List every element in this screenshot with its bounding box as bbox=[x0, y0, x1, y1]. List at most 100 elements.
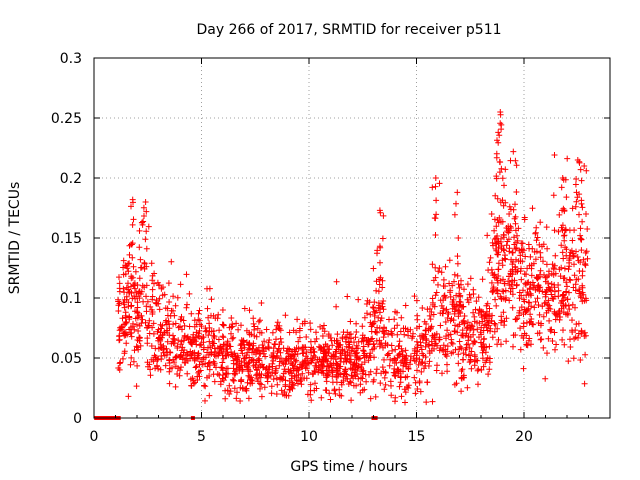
data-point bbox=[516, 295, 523, 302]
data-point bbox=[226, 391, 233, 397]
data-point bbox=[307, 326, 314, 333]
data-point bbox=[312, 362, 319, 369]
data-point bbox=[440, 305, 447, 312]
data-point bbox=[521, 271, 528, 277]
data-point bbox=[224, 387, 231, 394]
data-point bbox=[498, 121, 505, 128]
data-point bbox=[413, 297, 420, 304]
data-point bbox=[206, 359, 213, 366]
data-point bbox=[575, 334, 581, 341]
y-tick-label: 0.15 bbox=[51, 231, 82, 247]
data-point bbox=[537, 219, 544, 226]
data-point bbox=[510, 332, 517, 339]
data-point bbox=[320, 356, 327, 363]
data-point bbox=[136, 227, 143, 234]
data-point bbox=[401, 356, 408, 362]
data-point bbox=[573, 248, 579, 255]
data-point bbox=[404, 373, 411, 380]
data-point bbox=[436, 180, 443, 187]
data-point bbox=[144, 340, 151, 347]
data-point bbox=[175, 337, 182, 344]
chart-title: Day 266 of 2017, SRMTID for receiver p51… bbox=[196, 22, 501, 38]
data-point bbox=[245, 346, 252, 353]
data-point bbox=[125, 268, 132, 275]
data-point bbox=[273, 336, 279, 343]
data-point bbox=[374, 250, 380, 257]
data-point bbox=[311, 349, 318, 356]
data-point bbox=[463, 351, 469, 358]
data-point bbox=[429, 261, 436, 268]
data-point bbox=[352, 334, 359, 341]
data-point bbox=[202, 360, 209, 367]
data-point bbox=[575, 276, 582, 283]
data-point bbox=[573, 198, 580, 205]
data-point bbox=[166, 368, 173, 375]
data-point bbox=[552, 346, 558, 353]
data-point bbox=[492, 296, 499, 303]
data-point bbox=[397, 359, 404, 366]
data-point bbox=[392, 398, 398, 405]
data-point bbox=[574, 254, 581, 260]
data-point bbox=[564, 311, 571, 318]
data-point bbox=[224, 342, 231, 349]
data-point bbox=[506, 273, 512, 280]
data-point bbox=[465, 299, 472, 306]
data-point bbox=[236, 363, 243, 370]
data-point bbox=[528, 341, 534, 348]
x-tick-label: 5 bbox=[197, 429, 206, 445]
data-point bbox=[456, 321, 463, 328]
data-point bbox=[488, 318, 495, 325]
data-point bbox=[328, 368, 335, 374]
data-point bbox=[470, 331, 477, 338]
data-point bbox=[503, 338, 510, 345]
data-point bbox=[458, 388, 465, 395]
data-point bbox=[301, 375, 308, 382]
data-point bbox=[373, 366, 380, 373]
data-point bbox=[274, 348, 281, 355]
data-point bbox=[243, 387, 250, 394]
data-point bbox=[496, 214, 503, 221]
data-point bbox=[399, 351, 406, 358]
data-point bbox=[559, 249, 566, 256]
data-point bbox=[337, 350, 344, 357]
data-point bbox=[559, 227, 566, 234]
data-point bbox=[494, 325, 501, 332]
data-point bbox=[219, 364, 226, 371]
data-point bbox=[465, 341, 472, 348]
data-point bbox=[231, 370, 238, 377]
data-point bbox=[493, 235, 499, 242]
data-point bbox=[456, 290, 463, 297]
data-point bbox=[488, 211, 495, 217]
data-point bbox=[572, 203, 579, 210]
data-point bbox=[576, 286, 583, 293]
data-point bbox=[134, 362, 141, 369]
data-point bbox=[371, 299, 378, 306]
data-point bbox=[238, 322, 244, 329]
data-point bbox=[461, 374, 467, 381]
data-point bbox=[508, 256, 515, 263]
data-point bbox=[537, 267, 544, 274]
data-point bbox=[454, 189, 461, 196]
data-point bbox=[560, 275, 567, 282]
data-point bbox=[414, 367, 420, 374]
data-point bbox=[536, 311, 543, 318]
data-point bbox=[528, 316, 535, 322]
data-point bbox=[346, 351, 353, 357]
data-point bbox=[177, 316, 184, 323]
data-point bbox=[370, 378, 377, 385]
data-point bbox=[545, 297, 552, 304]
data-point bbox=[526, 299, 533, 306]
data-point bbox=[444, 315, 451, 321]
data-point bbox=[130, 216, 137, 223]
data-point bbox=[131, 282, 138, 289]
data-point bbox=[448, 315, 455, 322]
data-point bbox=[506, 203, 513, 210]
data-point bbox=[392, 356, 399, 363]
data-point bbox=[436, 336, 443, 343]
data-point bbox=[467, 275, 474, 282]
data-point bbox=[243, 363, 250, 370]
data-point bbox=[138, 312, 145, 319]
data-point bbox=[251, 332, 258, 339]
data-point bbox=[379, 235, 386, 242]
data-point bbox=[282, 377, 289, 384]
